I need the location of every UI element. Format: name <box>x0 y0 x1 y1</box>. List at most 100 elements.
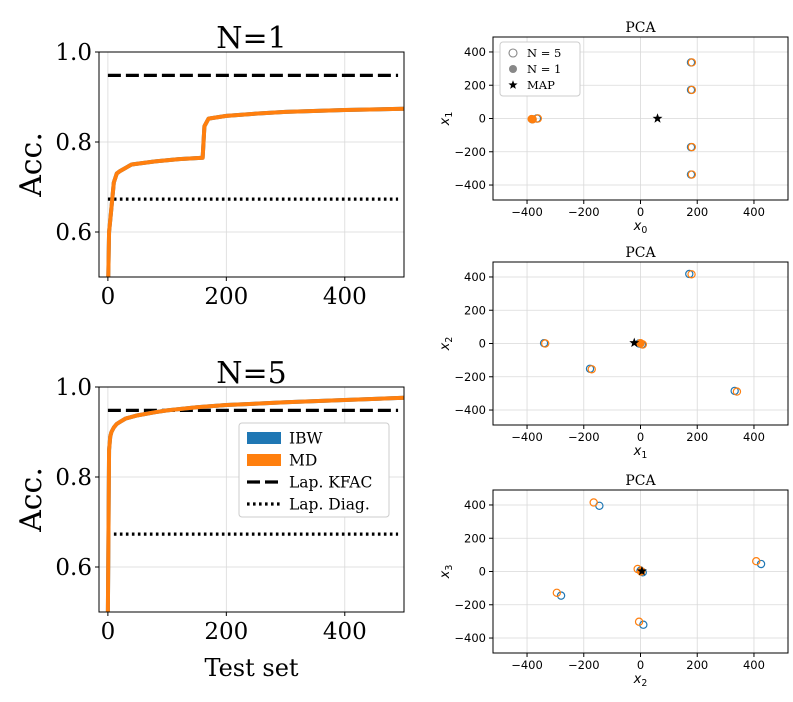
x-tick-label: 0 <box>637 205 644 219</box>
plot-content <box>527 58 697 179</box>
y-axis-label: x2 <box>438 337 455 352</box>
x-tick-label: 400 <box>743 430 765 444</box>
x-tick-label: 200 <box>686 205 708 219</box>
md-n5-point <box>687 170 697 179</box>
x-tick-label: 400 <box>323 284 367 310</box>
x-axis-label: Test set <box>204 654 298 682</box>
x-axis-label: x2 <box>633 672 648 689</box>
plot-content <box>105 395 404 612</box>
x-tick-label: −200 <box>568 205 600 219</box>
y-tick-label: −400 <box>454 403 486 417</box>
plot-content <box>539 269 742 396</box>
legend-label: MAP <box>527 78 555 92</box>
plot-frame <box>98 386 405 613</box>
x-tick-label: 200 <box>204 619 248 645</box>
md-n5-point <box>540 339 550 348</box>
legend-label: IBW <box>289 430 323 448</box>
legend-label: Lap. KFAC <box>289 474 372 492</box>
plot-content <box>106 73 404 277</box>
plot-frame <box>98 51 405 278</box>
y-tick-label: 400 <box>464 270 486 284</box>
md-n5-point <box>552 588 562 597</box>
chart-title: PCA <box>625 473 656 489</box>
ibw-n5-point <box>756 559 766 569</box>
legend-md-swatch <box>247 454 281 466</box>
md-n5-point <box>687 142 697 152</box>
md-n5-point <box>752 556 761 566</box>
map-point <box>636 565 647 576</box>
x-tick-label: 400 <box>323 619 367 645</box>
x-tick-label: 400 <box>743 205 765 219</box>
y-tick-label: 0 <box>479 337 486 351</box>
x-tick-label: −200 <box>568 658 600 672</box>
y-tick-label: 400 <box>464 45 486 59</box>
chart-pca_x2_x3: −400 −200 0 200 400 −400 −200 0 200 400 PCA x2 x3 <box>438 473 789 689</box>
plot-content <box>552 498 766 629</box>
x-tick-label: 400 <box>743 658 765 672</box>
md-n5-point <box>634 617 644 626</box>
y-tick-label: 200 <box>464 78 486 92</box>
y-axis-label: Acc. <box>14 467 49 533</box>
y-tick-label: −400 <box>454 178 486 192</box>
y-tick-label: 0.8 <box>55 465 92 491</box>
md-n1-point <box>527 114 536 124</box>
y-tick-label: 0 <box>479 565 486 579</box>
md-n1-point <box>636 339 645 348</box>
y-axis-label: x1 <box>438 112 455 127</box>
y-tick-label: 1.0 <box>55 40 92 66</box>
plot-frame <box>492 489 789 654</box>
plot-frame <box>492 261 789 426</box>
x-tick-label: 200 <box>204 284 248 310</box>
x-tick-label: −400 <box>511 430 543 444</box>
y-axis-label: x3 <box>438 565 455 580</box>
md-n5-point <box>587 365 596 374</box>
x-tick-label: −400 <box>511 205 543 219</box>
plot-area <box>99 52 404 277</box>
x-tick-label: 200 <box>686 658 708 672</box>
legend-label: N = 1 <box>527 62 561 76</box>
y-tick-label: −400 <box>454 631 486 645</box>
x-tick-label: 200 <box>686 430 708 444</box>
x-tick-label: 0 <box>637 658 644 672</box>
legend-ibw-swatch <box>247 432 281 444</box>
md-series-line <box>106 106 404 277</box>
chart-pca_x1_x2: −400 −200 0 200 400 −400 −200 0 200 400 PCA x1 x2 <box>438 245 789 461</box>
x-axis-label: x1 <box>633 444 648 461</box>
plot-frame <box>492 36 789 201</box>
md-n5-point <box>687 270 696 279</box>
legend-box <box>499 41 581 97</box>
legend-filled-circle-icon <box>509 65 517 73</box>
x-axis-label: x0 <box>633 219 648 236</box>
md-n5-point <box>732 387 742 396</box>
legend-label: Lap. Diag. <box>289 496 370 514</box>
legend-box <box>238 422 390 518</box>
ibw-n5-point <box>556 591 566 600</box>
y-tick-label: 200 <box>464 303 486 317</box>
y-axis-label: Acc. <box>14 132 49 198</box>
y-tick-label: −200 <box>454 145 486 159</box>
legend: N = 5 N = 1 MAP <box>499 41 581 97</box>
y-tick-label: 0.6 <box>55 555 92 581</box>
y-tick-label: 400 <box>464 498 486 512</box>
chart-title: PCA <box>625 20 656 36</box>
x-tick-label: 0 <box>101 284 116 310</box>
y-tick-label: 0.6 <box>55 220 92 246</box>
chart-title: N=5 <box>216 356 286 391</box>
map-point <box>629 337 640 348</box>
y-tick-label: −200 <box>454 370 486 384</box>
x-tick-label: −200 <box>568 430 600 444</box>
map-point <box>652 113 663 123</box>
x-tick-label: 0 <box>637 430 644 444</box>
legend-open-circle-icon <box>508 48 518 58</box>
x-tick-label: −400 <box>511 658 543 672</box>
chart-title: N=1 <box>216 21 286 56</box>
chart-acc_n1: 0 200 400 0.6 0.8 1.0 N=1 Acc. <box>14 21 405 310</box>
chart-title: PCA <box>625 245 656 261</box>
legend-label: N = 5 <box>527 46 561 60</box>
x-tick-label: 0 <box>101 619 116 645</box>
y-tick-label: −200 <box>454 598 486 612</box>
y-tick-label: 1.0 <box>55 375 92 401</box>
legend-star-icon <box>508 80 518 89</box>
y-tick-label: 0 <box>479 112 486 126</box>
